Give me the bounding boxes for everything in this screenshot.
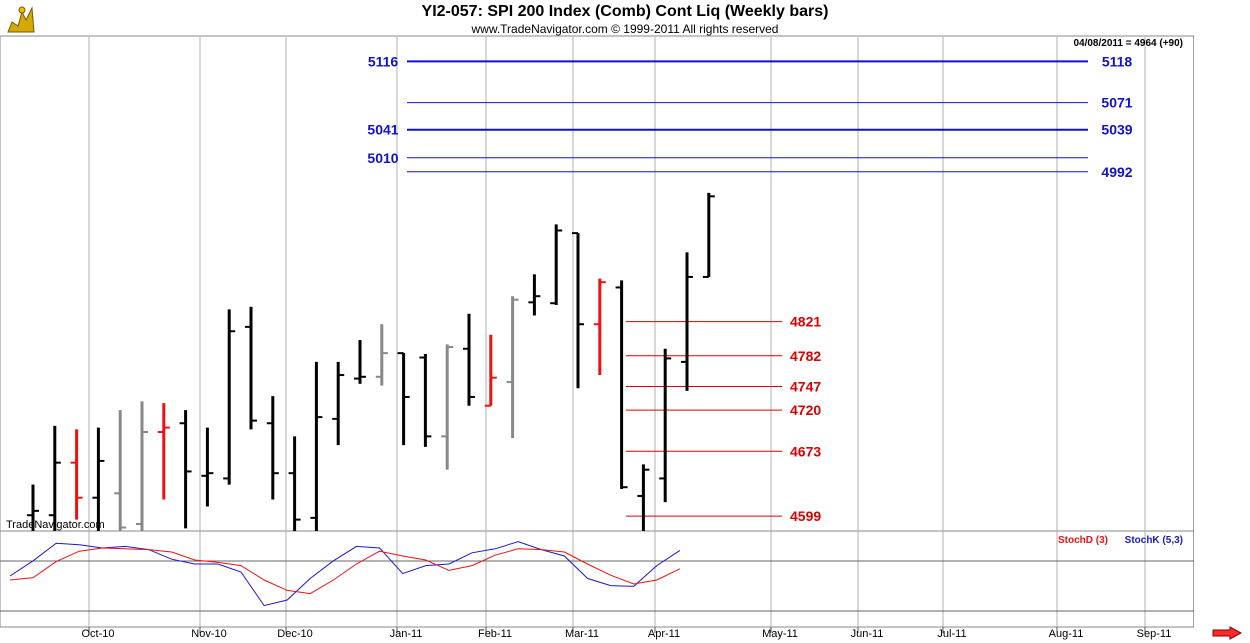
ohlc-bar bbox=[463, 313, 475, 406]
x-tick-label: Nov-10 bbox=[191, 628, 226, 640]
ohlc-bar bbox=[550, 224, 563, 305]
level-label-left: 5010 bbox=[367, 150, 398, 166]
stoch-k-line bbox=[9, 541, 681, 607]
level-label: 4782 bbox=[790, 348, 821, 364]
ohlc-bar bbox=[223, 309, 236, 485]
chart-subtitle: www.TradeNavigator.com © 1999-2011 All r… bbox=[471, 22, 779, 36]
level-label-right: 5071 bbox=[1101, 95, 1132, 111]
scroll-right-arrow-icon[interactable] bbox=[1212, 626, 1242, 640]
level-label: 4599 bbox=[790, 508, 821, 524]
ohlc-bar bbox=[245, 306, 257, 430]
x-tick-label: Jan-11 bbox=[390, 628, 423, 640]
x-tick-label: Apr-11 bbox=[648, 628, 680, 640]
level-label: 4747 bbox=[790, 378, 821, 394]
level-label: 4720 bbox=[790, 402, 821, 418]
ohlc-bar bbox=[572, 232, 584, 389]
level-label-right: 5118 bbox=[1102, 53, 1133, 69]
legend-stochd: StochD (3) bbox=[1058, 535, 1108, 546]
price-panel bbox=[0, 35, 1194, 532]
ohlc-bar bbox=[637, 464, 650, 531]
grid-lines bbox=[88, 37, 1146, 627]
stoch-panel bbox=[0, 530, 1194, 628]
ohlc-bar bbox=[201, 427, 214, 507]
level-label: 4821 bbox=[790, 314, 821, 330]
ohlc-bar bbox=[441, 344, 454, 470]
level-label-right: 4992 bbox=[1101, 164, 1132, 180]
ohlc-bar bbox=[506, 296, 519, 439]
time-axis: Oct-10 Nov-10 Dec-10 Jan-11 Feb-11 Mar-11 Apr-… bbox=[81, 627, 1171, 640]
ohlc-bar bbox=[70, 429, 83, 520]
ohlc-bar bbox=[136, 401, 148, 531]
trade-navigator-logo bbox=[7, 6, 35, 33]
ohlc-bar bbox=[114, 410, 127, 531]
last-info-label: 04/08/2011 = 4964 (+90) bbox=[1073, 38, 1183, 49]
ohlc-bar bbox=[27, 484, 39, 531]
ohlc-bar bbox=[375, 324, 388, 386]
ohlc-bar bbox=[310, 361, 323, 531]
ohlc-bar bbox=[702, 192, 715, 278]
x-tick-label: Sep-11 bbox=[1137, 628, 1172, 640]
ohlc-bar bbox=[484, 334, 497, 407]
ohlc-bar bbox=[266, 396, 279, 500]
level-lines: 5116 5118 5071 5041 5039 5010 4992 4821 4782 4747… bbox=[367, 53, 1132, 524]
x-tick-label: May-11 bbox=[762, 628, 798, 640]
x-tick-label: Feb-11 bbox=[478, 628, 512, 640]
ohlc-bar bbox=[354, 340, 366, 384]
price-bars bbox=[27, 192, 715, 531]
ohlc-bar bbox=[528, 274, 541, 316]
ohlc-bar bbox=[593, 278, 606, 376]
x-tick-label: Jul-11 bbox=[937, 628, 966, 640]
x-tick-label: Dec-10 bbox=[277, 628, 312, 640]
chart-title: YI2-057: SPI 200 Index (Comb) Cont Liq (… bbox=[421, 3, 829, 20]
stochastic-panel: 50100StochD (3)StochK (5,3)86.4762.68 bbox=[0, 535, 1194, 612]
legend-stochk: StochK (5,3) bbox=[1125, 535, 1183, 546]
stoch-d-line bbox=[9, 547, 681, 595]
level-label-left: 5041 bbox=[367, 122, 398, 138]
ohlc-bar bbox=[92, 427, 105, 531]
ohlc-bar bbox=[48, 425, 61, 531]
level-label-right: 5039 bbox=[1101, 122, 1132, 138]
ohlc-bar bbox=[419, 354, 432, 447]
ohlc-bar bbox=[615, 280, 628, 489]
watermark: TradeNavigator.com bbox=[6, 519, 105, 531]
ohlc-bar bbox=[157, 403, 170, 500]
ohlc-bar bbox=[179, 410, 192, 529]
level-label: 4673 bbox=[790, 443, 821, 459]
ohlc-bar bbox=[288, 436, 301, 531]
x-tick-label: Mar-11 bbox=[565, 628, 599, 640]
price-chart: 5116 5118 5071 5041 5039 5010 4992 4821 4782 4747… bbox=[0, 35, 1194, 640]
x-tick-label: Aug-11 bbox=[1049, 628, 1084, 640]
ohlc-bar bbox=[681, 252, 693, 391]
x-tick-label: Jun-11 bbox=[851, 628, 884, 640]
ohlc-bar bbox=[397, 352, 410, 446]
level-label-left: 5116 bbox=[368, 53, 399, 69]
ohlc-bar bbox=[332, 361, 345, 446]
x-tick-label: Oct-10 bbox=[81, 628, 114, 640]
ohlc-bar bbox=[659, 348, 672, 503]
